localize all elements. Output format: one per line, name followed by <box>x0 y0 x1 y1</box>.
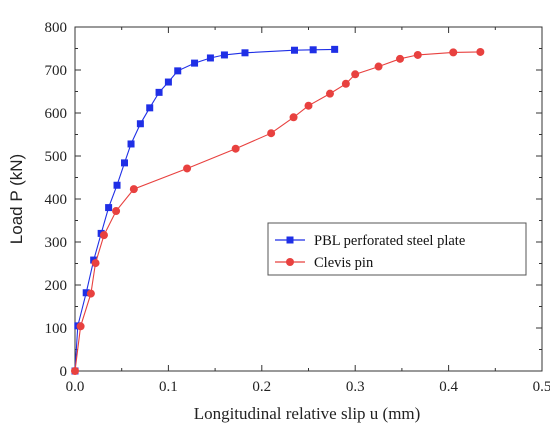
y-axis: 0 100 200 300 400 500 600 700 800 <box>45 20 542 380</box>
legend-marker-clevis <box>286 258 294 266</box>
data-point-square <box>174 67 182 75</box>
y-tick-label: 500 <box>45 149 68 165</box>
data-point-circle <box>289 113 298 122</box>
y-tick-label: 600 <box>45 106 68 122</box>
plot-area-border <box>74 26 543 372</box>
x-axis-label: Longitudinal relative slip u (mm) <box>194 404 421 423</box>
x-tick-label: 0.1 <box>159 379 178 395</box>
data-point-circle <box>449 48 458 57</box>
data-point-circle <box>231 144 240 153</box>
data-point-square <box>220 51 228 59</box>
x-tick-label: 0.3 <box>346 379 365 395</box>
y-tick-label: 0 <box>60 364 68 380</box>
data-point-square <box>121 159 129 167</box>
data-point-square <box>136 120 144 128</box>
data-point-circle <box>112 207 121 216</box>
y-tick-label: 200 <box>45 278 68 294</box>
data-point-square <box>309 46 317 54</box>
legend-marker-pbl <box>286 236 294 244</box>
data-point-circle <box>183 164 192 173</box>
data-point-square <box>164 78 172 86</box>
data-point-circle <box>71 367 79 375</box>
data-point-square <box>290 46 298 54</box>
data-point-circle <box>351 70 360 79</box>
legend-label-pbl: PBL perforated steel plate <box>314 233 465 249</box>
x-axis: 0.0 0.1 0.2 0.3 0.4 0.5 <box>66 27 550 395</box>
data-point-circle <box>267 129 276 138</box>
data-point-square <box>82 289 90 297</box>
y-tick-label: 100 <box>45 321 68 337</box>
legend-label-clevis: Clevis pin <box>314 255 374 271</box>
data-point-square <box>105 204 113 212</box>
data-point-circle <box>325 89 334 98</box>
y-tick-label: 400 <box>45 192 68 208</box>
data-point-circle <box>91 259 100 268</box>
series-line-1 <box>74 51 481 372</box>
data-point-square <box>241 49 249 57</box>
x-tick-label: 0.2 <box>252 379 271 395</box>
data-point-circle <box>129 185 138 194</box>
data-point-square <box>127 140 135 148</box>
y-tick-label: 300 <box>45 235 68 251</box>
data-point-square <box>191 59 199 67</box>
data-point-circle <box>76 322 85 331</box>
data-point-square <box>331 45 339 53</box>
data-point-square <box>146 104 154 112</box>
data-point-circle <box>396 54 405 63</box>
data-point-circle <box>99 231 108 240</box>
data-point-square <box>113 181 121 189</box>
x-tick-label: 0.0 <box>66 379 85 395</box>
data-point-square <box>206 54 214 62</box>
data-point-circle <box>374 62 383 71</box>
data-point-circle <box>341 79 350 88</box>
legend: PBL perforated steel plate Clevis pin <box>267 222 527 276</box>
y-axis-label: Load P (kN) <box>7 154 26 244</box>
series-0 <box>71 45 339 375</box>
data-point-square <box>155 88 163 96</box>
series-layer <box>71 45 485 375</box>
x-tick-label: 0.5 <box>533 379 550 395</box>
data-point-circle <box>86 289 95 298</box>
data-point-circle <box>413 50 422 59</box>
data-point-circle <box>476 47 485 56</box>
y-tick-label: 800 <box>45 20 68 36</box>
data-point-circle <box>304 101 313 110</box>
x-tick-label: 0.4 <box>439 379 458 395</box>
series-1 <box>71 47 485 375</box>
plot-frame <box>74 26 543 372</box>
y-tick-label: 700 <box>45 63 68 79</box>
legend-box <box>267 222 527 276</box>
